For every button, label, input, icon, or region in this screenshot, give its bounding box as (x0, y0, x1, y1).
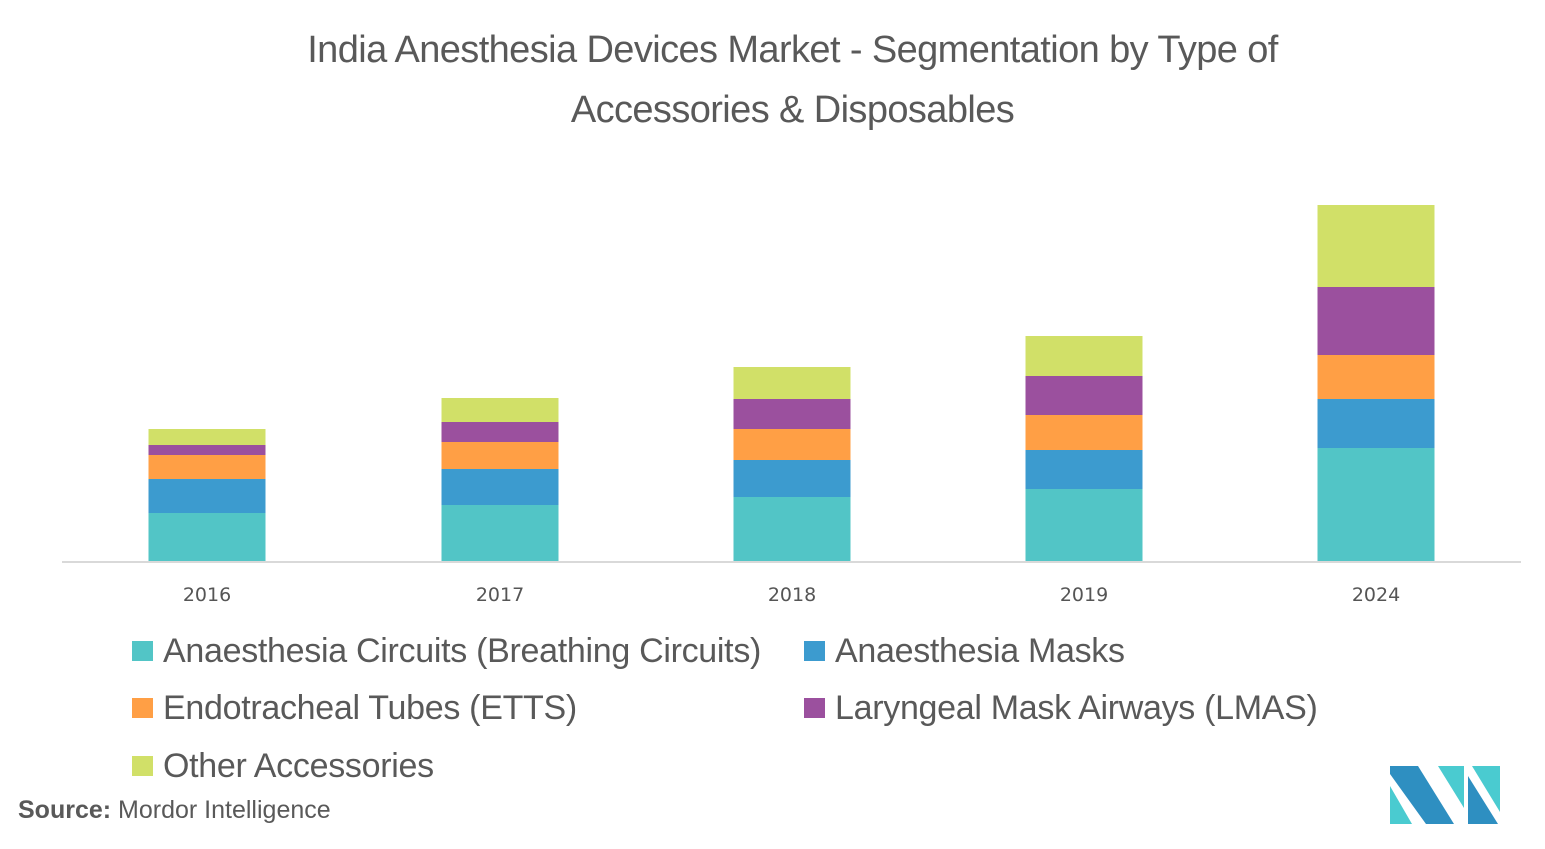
source-label: Source: (18, 796, 112, 824)
bar-segment-2019-series-4 (1025, 336, 1143, 376)
stacked-bar-chart: 2016 2017 2018 2019 2024 (62, 205, 1521, 606)
bar-segment-2017-series-1 (441, 469, 559, 505)
bar-segment-2024-series-0 (1317, 448, 1435, 561)
x-tick-label: 2018 (768, 584, 816, 606)
bar-segment-2016-series-0 (148, 513, 266, 561)
bar-segment-2017-series-4 (441, 398, 559, 422)
bar-segment-2018-series-2 (733, 429, 851, 460)
bar-segment-2019-series-3 (1025, 376, 1143, 415)
x-tick-label: 2019 (1060, 584, 1108, 606)
source-text: Mordor Intelligence (111, 796, 331, 824)
bar-segment-2017-series-2 (441, 442, 559, 469)
bar-segment-2019-series-2 (1025, 415, 1143, 450)
mordor-intelligence-logo-icon (1390, 766, 1500, 824)
bar-segment-2024-series-3 (1317, 287, 1435, 355)
chart-title: India Anesthesia Devices Market - Segmen… (0, 20, 1545, 140)
chart-title-line-1: India Anesthesia Devices Market - Segmen… (307, 29, 1278, 71)
bars-group (148, 205, 1435, 561)
legend-item: Anaesthesia Circuits (Breathing Circuits… (132, 626, 761, 676)
source-note: Source: Mordor Intelligence (18, 796, 331, 825)
bar-segment-2019-series-0 (1025, 489, 1143, 561)
bar-segment-2024-series-4 (1317, 205, 1435, 287)
legend-label: Laryngeal Mask Airways (LMAS) (835, 688, 1318, 727)
bar-segment-2018-series-0 (733, 497, 851, 561)
x-tick-labels: 2016 2017 2018 2019 2024 (183, 584, 1400, 606)
bar-segment-2016-series-1 (148, 479, 266, 513)
bar-segment-2016-series-4 (148, 429, 266, 445)
legend-item: Endotracheal Tubes (ETTS) (132, 683, 577, 733)
legend-item: Anaesthesia Masks (804, 626, 1125, 676)
legend-swatch-icon (804, 641, 825, 661)
legend-swatch-icon (804, 698, 825, 718)
bar-segment-2016-series-3 (148, 445, 266, 455)
bar-segment-2018-series-3 (733, 399, 851, 429)
bar-segment-2024-series-2 (1317, 355, 1435, 399)
bar-segment-2017-series-3 (441, 422, 559, 442)
legend-swatch-icon (132, 756, 153, 776)
chart-title-line-2: Accessories & Disposables (570, 89, 1015, 131)
bar-segment-2019-series-1 (1025, 450, 1143, 489)
bar-segment-2024-series-1 (1317, 399, 1435, 448)
bar-segment-2016-series-2 (148, 455, 266, 479)
x-tick-label: 2024 (1352, 584, 1400, 606)
legend-swatch-icon (132, 641, 153, 661)
x-tick-label: 2016 (183, 584, 231, 606)
bar-segment-2018-series-1 (733, 460, 851, 497)
legend-item: Other Accessories (132, 741, 434, 791)
x-tick-label: 2017 (476, 584, 524, 606)
legend-swatch-icon (132, 698, 153, 718)
legend-label: Anaesthesia Circuits (Breathing Circuits… (163, 631, 762, 670)
legend-label: Other Accessories (163, 746, 434, 785)
bar-segment-2018-series-4 (733, 367, 851, 399)
legend-item: Laryngeal Mask Airways (LMAS) (804, 683, 1318, 733)
bar-segment-2017-series-0 (441, 505, 559, 561)
legend-label: Endotracheal Tubes (ETTS) (163, 688, 577, 727)
legend-label: Anaesthesia Masks (835, 631, 1125, 670)
